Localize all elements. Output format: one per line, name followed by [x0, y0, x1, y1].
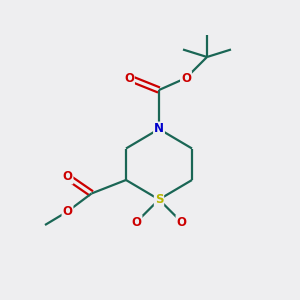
- Text: N: N: [154, 122, 164, 136]
- Text: O: O: [131, 215, 142, 229]
- Text: O: O: [62, 170, 73, 184]
- Text: O: O: [176, 215, 187, 229]
- Text: O: O: [124, 71, 134, 85]
- Text: S: S: [155, 193, 163, 206]
- Text: O: O: [62, 205, 73, 218]
- Text: O: O: [181, 71, 191, 85]
